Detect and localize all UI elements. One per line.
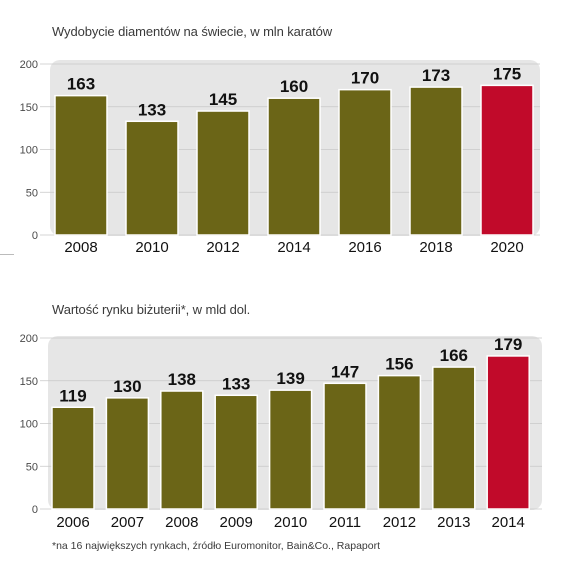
bar-2007: [105, 397, 150, 510]
data-label: 179: [494, 335, 522, 354]
y-tick-label: 0: [32, 230, 38, 242]
data-label: 175: [493, 64, 521, 83]
chart-diamond-mining: 0 50 100 150 200 163 2008 133 2010 145 2012 160 2014…: [20, 59, 540, 256]
data-label: 138: [168, 370, 196, 389]
y-tick-label: 150: [20, 376, 38, 388]
bar-2012: [377, 374, 422, 510]
y-tick-label: 200: [20, 59, 38, 71]
footnote: *na 16 największych rynkach, źródło Euro…: [52, 540, 381, 552]
y-tick-label: 100: [20, 145, 38, 157]
bar-2010: [268, 389, 313, 510]
category-label: 2012: [206, 239, 239, 256]
chart-title-diamond-mining: Wydobycie diamentów na świecie, w mln ka…: [52, 24, 333, 39]
category-label: 2007: [111, 514, 144, 531]
bar-2013: [432, 366, 476, 510]
category-label: 2010: [135, 239, 168, 256]
bar-2011: [323, 382, 367, 510]
bar-2014: [486, 355, 530, 510]
bar-2010: [125, 120, 179, 236]
divider-line: [0, 254, 14, 255]
data-label: 119: [59, 386, 86, 405]
category-label: 2012: [383, 514, 416, 531]
y-tick-label: 50: [26, 187, 38, 199]
bar-2006: [51, 406, 95, 510]
data-label: 163: [67, 75, 95, 94]
category-label: 2006: [56, 514, 89, 531]
bar-2008: [160, 390, 204, 510]
y-tick-label: 100: [20, 419, 38, 431]
bar-2012: [196, 110, 250, 236]
category-label: 2008: [165, 514, 198, 531]
data-label: 166: [440, 346, 468, 365]
category-label: 2014: [492, 514, 525, 531]
data-label: 133: [222, 374, 250, 393]
category-label: 2010: [274, 514, 307, 531]
bar-2008: [54, 94, 108, 236]
chart-title-jewelry-market: Wartość rynku biżuterii*, w mld dol.: [52, 302, 251, 317]
category-label: 2018: [419, 239, 452, 256]
data-label: 145: [209, 90, 237, 109]
bar-2020: [480, 84, 534, 236]
category-label: 2020: [490, 239, 523, 256]
data-label: 170: [351, 69, 379, 88]
data-label: 133: [138, 100, 166, 119]
category-label: 2011: [329, 514, 361, 531]
data-label: 139: [276, 369, 304, 388]
data-label: 173: [422, 66, 450, 85]
y-tick-label: 50: [26, 461, 38, 473]
chart-jewelry-market: 0 50 100 150 200 119 2006 130 2007 138 2008 133 2009…: [20, 333, 542, 531]
y-tick-label: 150: [20, 102, 38, 114]
category-label: 2016: [348, 239, 381, 256]
bar-2009: [214, 394, 258, 510]
category-label: 2013: [437, 514, 470, 531]
category-label: 2014: [277, 239, 310, 256]
bar-2018: [409, 86, 463, 236]
bar-2014: [267, 97, 321, 236]
data-label: 160: [280, 77, 308, 96]
y-tick-label: 0: [32, 504, 38, 516]
data-label: 147: [331, 362, 359, 381]
bar-2016: [338, 88, 392, 236]
data-label: 130: [113, 377, 141, 396]
category-label: 2009: [220, 514, 253, 531]
y-tick-label: 200: [20, 333, 38, 345]
data-label: 156: [385, 355, 413, 374]
category-label: 2008: [64, 239, 97, 256]
